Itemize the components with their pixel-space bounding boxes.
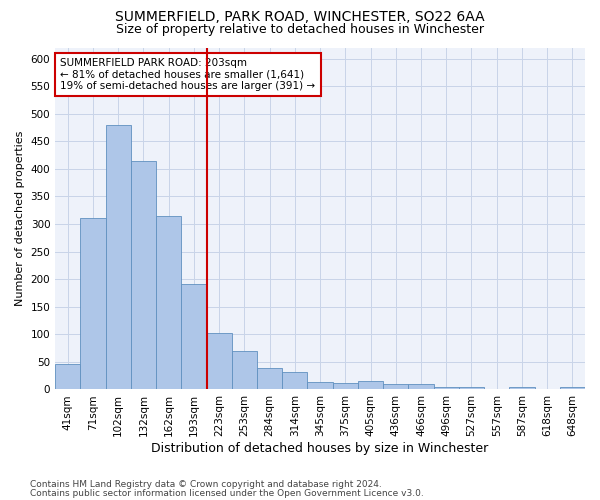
Bar [131, 160, 156, 390]
Text: SUMMERFIELD PARK ROAD: 203sqm
← 81% of detached houses are smaller (1,641)
19% o: SUMMERFIELD PARK ROAD: 203sqm ← 81% of d… [61, 58, 316, 91]
Bar [459, 386, 484, 390]
Bar [509, 386, 535, 390]
Bar [156, 216, 181, 390]
Bar [307, 382, 332, 390]
Text: Contains public sector information licensed under the Open Government Licence v3: Contains public sector information licen… [30, 488, 424, 498]
Bar [358, 381, 383, 390]
Bar [106, 124, 131, 390]
Bar [282, 372, 307, 390]
Bar [332, 383, 358, 390]
Bar [434, 386, 459, 390]
Bar [383, 384, 409, 390]
Y-axis label: Number of detached properties: Number of detached properties [15, 131, 25, 306]
Bar [55, 364, 80, 390]
Bar [560, 386, 585, 390]
Text: Size of property relative to detached houses in Winchester: Size of property relative to detached ho… [116, 22, 484, 36]
Bar [409, 384, 434, 390]
Bar [181, 284, 206, 390]
Bar [257, 368, 282, 390]
Text: SUMMERFIELD, PARK ROAD, WINCHESTER, SO22 6AA: SUMMERFIELD, PARK ROAD, WINCHESTER, SO22… [115, 10, 485, 24]
Text: Contains HM Land Registry data © Crown copyright and database right 2024.: Contains HM Land Registry data © Crown c… [30, 480, 382, 489]
Bar [206, 332, 232, 390]
Bar [80, 218, 106, 390]
Bar [232, 351, 257, 390]
X-axis label: Distribution of detached houses by size in Winchester: Distribution of detached houses by size … [151, 442, 489, 455]
